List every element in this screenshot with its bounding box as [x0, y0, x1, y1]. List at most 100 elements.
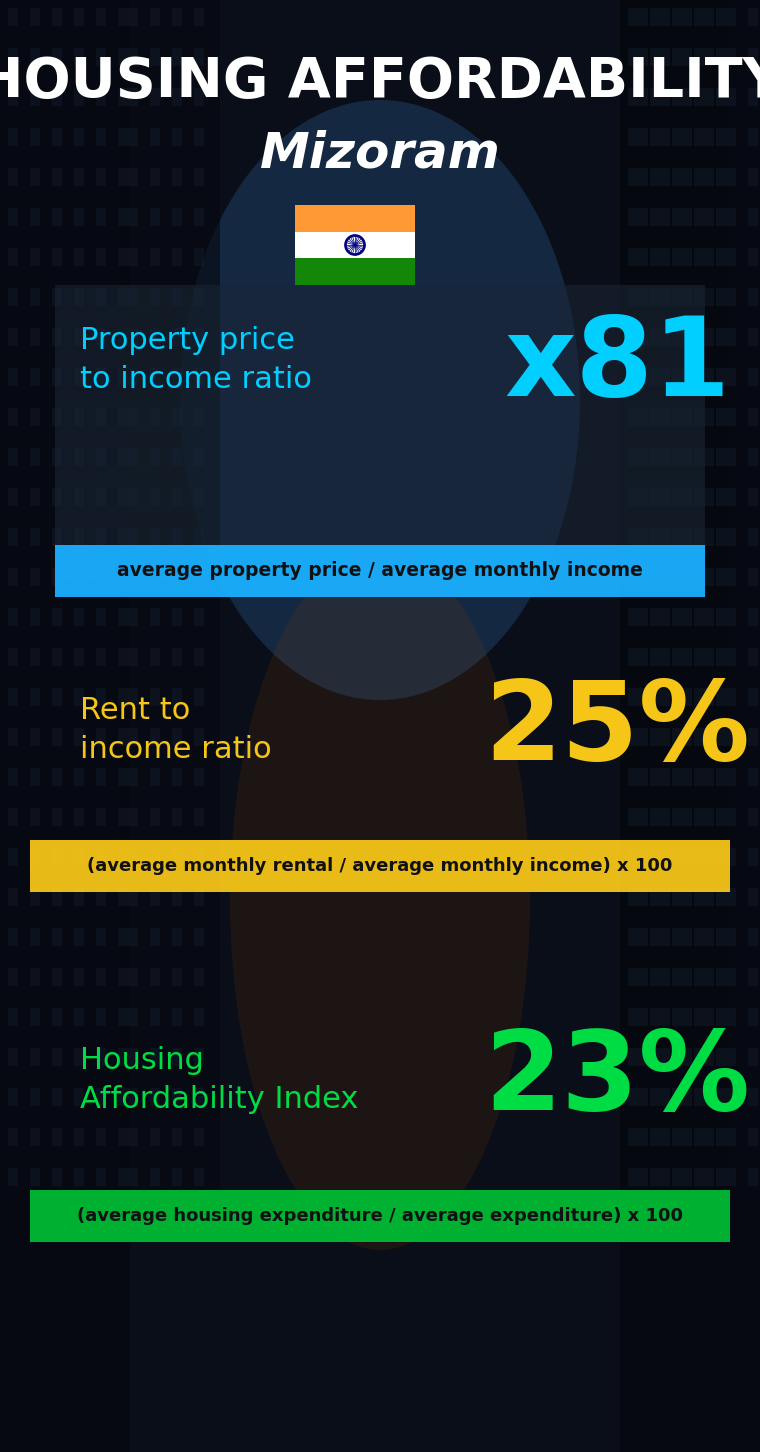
Bar — [682, 128, 692, 147]
Bar — [682, 688, 692, 706]
Bar — [660, 928, 670, 947]
Bar — [194, 328, 204, 346]
Bar — [96, 488, 106, 505]
Bar — [194, 1048, 204, 1066]
Bar — [716, 89, 726, 106]
Bar — [194, 168, 204, 186]
Bar — [8, 128, 18, 147]
Bar — [748, 168, 758, 186]
Bar — [118, 648, 128, 666]
Bar — [96, 848, 106, 865]
Bar — [694, 889, 704, 906]
Bar — [726, 128, 736, 147]
Bar — [118, 807, 128, 826]
Bar — [650, 449, 660, 466]
Bar — [74, 128, 84, 147]
Bar — [172, 568, 182, 587]
Bar — [118, 168, 128, 186]
Bar — [748, 568, 758, 587]
Bar — [150, 1167, 160, 1186]
Bar — [8, 488, 18, 505]
Bar — [172, 168, 182, 186]
Text: Mizoram: Mizoram — [260, 131, 500, 179]
Bar — [30, 48, 40, 65]
Bar — [694, 408, 704, 425]
Bar — [638, 9, 648, 26]
Bar — [628, 488, 638, 505]
Bar — [650, 9, 660, 26]
Bar — [30, 367, 40, 386]
Bar — [194, 89, 204, 106]
Bar — [96, 529, 106, 546]
Bar — [672, 408, 682, 425]
Bar — [8, 688, 18, 706]
Circle shape — [347, 238, 363, 253]
Bar — [96, 208, 106, 227]
Bar — [672, 328, 682, 346]
Bar — [726, 9, 736, 26]
Bar — [716, 727, 726, 746]
Bar — [716, 848, 726, 865]
Bar — [660, 328, 670, 346]
Bar — [172, 287, 182, 306]
Bar — [52, 848, 62, 865]
Bar — [8, 48, 18, 65]
Bar — [172, 1088, 182, 1106]
Bar — [694, 1128, 704, 1146]
Bar — [694, 1048, 704, 1066]
Bar — [638, 529, 648, 546]
Bar — [704, 449, 714, 466]
Bar — [726, 89, 736, 106]
Bar — [704, 807, 714, 826]
Bar — [74, 648, 84, 666]
Bar — [172, 768, 182, 786]
Bar — [52, 768, 62, 786]
Bar — [716, 889, 726, 906]
Bar — [74, 48, 84, 65]
Bar — [748, 128, 758, 147]
Bar — [694, 9, 704, 26]
Bar — [638, 608, 648, 626]
Bar — [628, 9, 638, 26]
Bar — [660, 128, 670, 147]
Text: average property price / average monthly income: average property price / average monthly… — [117, 562, 643, 581]
Bar — [694, 89, 704, 106]
Bar — [748, 768, 758, 786]
Bar — [30, 287, 40, 306]
Bar — [118, 1048, 128, 1066]
Bar — [52, 168, 62, 186]
Bar — [52, 968, 62, 986]
Bar — [128, 408, 138, 425]
Text: Housing
Affordability Index: Housing Affordability Index — [80, 1047, 359, 1114]
Bar — [96, 727, 106, 746]
Bar — [118, 248, 128, 266]
Ellipse shape — [180, 100, 580, 700]
Bar — [172, 928, 182, 947]
Bar — [694, 768, 704, 786]
Bar — [30, 1167, 40, 1186]
Bar — [650, 128, 660, 147]
Bar — [628, 248, 638, 266]
Bar — [694, 608, 704, 626]
Bar — [194, 248, 204, 266]
Bar — [694, 648, 704, 666]
Bar — [682, 608, 692, 626]
Bar — [96, 1048, 106, 1066]
Bar — [128, 248, 138, 266]
Bar — [672, 287, 682, 306]
Text: 25%: 25% — [484, 677, 750, 784]
Bar — [128, 449, 138, 466]
Bar — [118, 968, 128, 986]
Bar — [660, 727, 670, 746]
Bar — [682, 648, 692, 666]
Bar — [118, 608, 128, 626]
Bar — [726, 608, 736, 626]
Bar — [682, 168, 692, 186]
Bar — [150, 1048, 160, 1066]
Bar — [30, 208, 40, 227]
Bar — [620, 0, 760, 1452]
Bar — [682, 928, 692, 947]
Bar — [726, 807, 736, 826]
Bar — [704, 1088, 714, 1106]
Bar — [150, 367, 160, 386]
